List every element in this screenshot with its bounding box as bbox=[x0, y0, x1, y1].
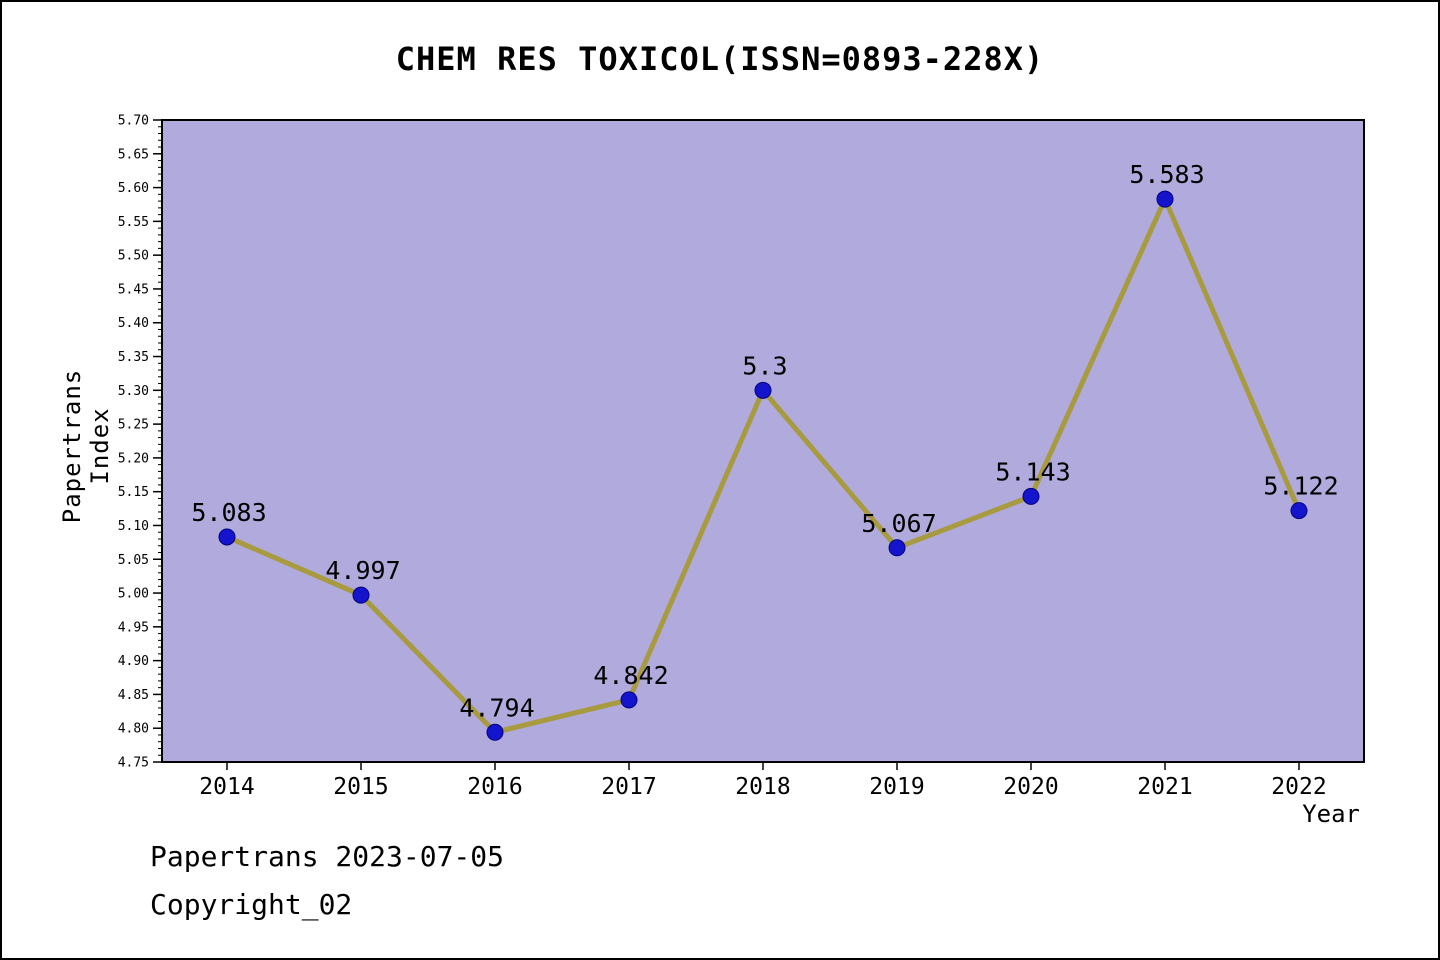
x-tick-label: 2017 bbox=[601, 774, 656, 800]
data-point bbox=[1290, 502, 1308, 520]
point-value-label: 5.583 bbox=[1129, 160, 1204, 189]
data-point bbox=[352, 586, 370, 604]
data-point bbox=[1022, 487, 1040, 505]
point-value-label: 4.794 bbox=[459, 693, 534, 722]
y-tick-label: 5.70 bbox=[118, 114, 149, 129]
point-value-label: 5.122 bbox=[1263, 472, 1338, 501]
point-value-label: 4.842 bbox=[593, 661, 668, 690]
x-tick-label: 2015 bbox=[333, 774, 388, 800]
y-tick-label: 5.15 bbox=[118, 485, 149, 500]
chart-title: CHEM RES TOXICOL(ISSN=0893-228X) bbox=[395, 40, 1045, 78]
y-tick-label: 4.85 bbox=[118, 688, 149, 703]
data-points: 5.083 4.997 4.794 4.842 5.3 5.067 5.143 5.583 5.… bbox=[191, 160, 1339, 741]
point-value-label: 5.143 bbox=[995, 457, 1070, 486]
data-point bbox=[754, 381, 772, 399]
y-tick-label: 4.75 bbox=[118, 756, 149, 771]
x-tick-label: 2018 bbox=[735, 774, 790, 800]
point-value-label: 4.997 bbox=[325, 556, 400, 585]
x-tick-label: 2014 bbox=[199, 774, 254, 800]
data-point bbox=[486, 723, 504, 741]
y-tick-label: 5.65 bbox=[118, 147, 149, 162]
x-tick-label: 2019 bbox=[869, 774, 924, 800]
y-tick-label: 5.10 bbox=[118, 519, 149, 534]
y-tick-label: 5.25 bbox=[118, 418, 149, 433]
y-tick-label: 4.80 bbox=[118, 722, 149, 737]
y-tick-label: 4.90 bbox=[118, 654, 149, 669]
data-point bbox=[1156, 190, 1174, 208]
y-tick-label: 5.55 bbox=[118, 215, 149, 230]
data-point bbox=[218, 528, 236, 546]
x-tick-label: 2022 bbox=[1271, 774, 1326, 800]
data-point bbox=[620, 691, 638, 709]
point-value-label: 5.083 bbox=[191, 498, 266, 527]
y-tick-label: 5.20 bbox=[118, 451, 149, 466]
x-tick-label: 2021 bbox=[1137, 774, 1192, 800]
y-axis-major-ticks: 4.75 4.80 4.85 4.90 4.95 5.00 5.05 5.10 5.15 5.20… bbox=[118, 114, 162, 771]
y-tick-label: 5.05 bbox=[118, 553, 149, 568]
x-tick-label: 2020 bbox=[1003, 774, 1058, 800]
x-tick-label: 2016 bbox=[467, 774, 522, 800]
y-tick-label: 5.50 bbox=[118, 249, 149, 264]
x-axis-label: Year bbox=[1302, 800, 1360, 828]
point-value-label: 5.067 bbox=[861, 509, 936, 538]
y-tick-label: 5.60 bbox=[118, 181, 149, 196]
point-value-label: 5.3 bbox=[742, 351, 787, 380]
y-tick-label: 5.40 bbox=[118, 316, 149, 331]
footer-source-date: Papertrans 2023-07-05 bbox=[150, 840, 505, 873]
data-point bbox=[888, 539, 906, 557]
y-tick-label: 5.00 bbox=[118, 587, 149, 602]
y-tick-label: 4.95 bbox=[118, 620, 149, 635]
y-tick-label: 5.35 bbox=[118, 350, 149, 365]
y-tick-label: 5.45 bbox=[118, 282, 149, 297]
x-axis-ticks: 2014 2015 2016 2017 2018 2019 2020 2021 2022 bbox=[199, 762, 1327, 800]
y-tick-label: 5.30 bbox=[118, 384, 149, 399]
plot-background bbox=[161, 119, 1365, 763]
footer-copyright: Copyright_02 bbox=[150, 888, 353, 921]
